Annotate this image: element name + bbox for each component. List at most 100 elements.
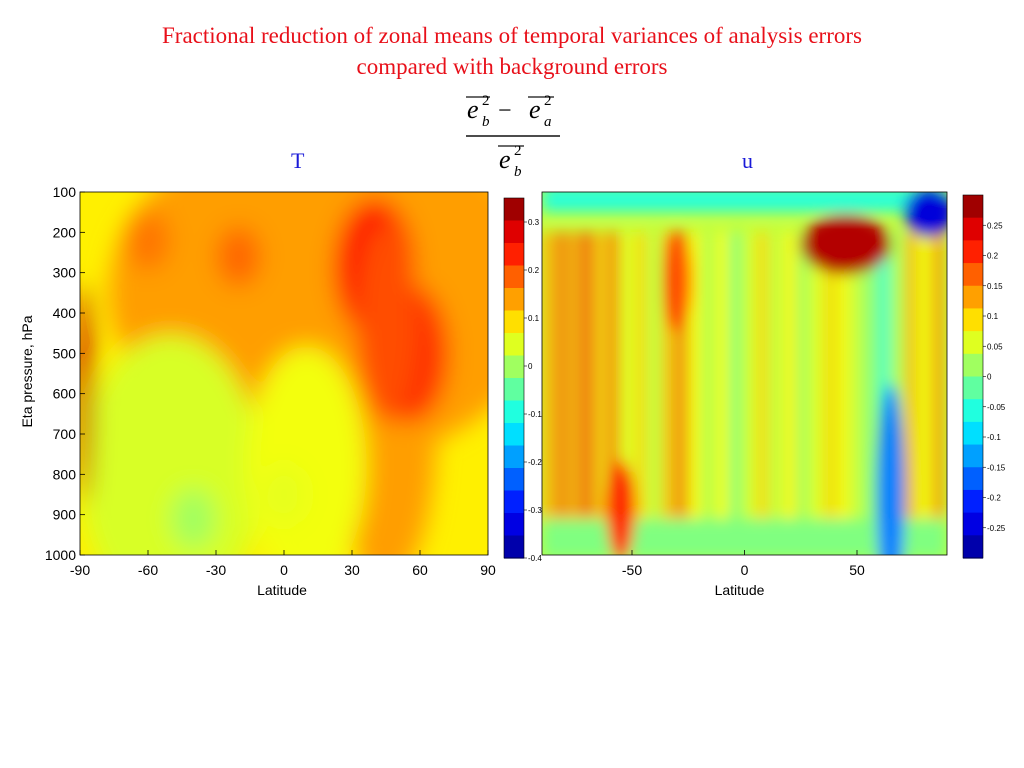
formula-num-right-sub: a bbox=[544, 114, 552, 130]
x-tick-label: 0 bbox=[280, 562, 288, 578]
u-colorbar: 0.25 0.2 0.15 0.1 0.05 0 -0.05 -0.1 -0.15 -0.2 -0.… bbox=[962, 194, 1006, 559]
x-tick-label: -30 bbox=[206, 562, 226, 578]
formula-num-left-sup: 2 bbox=[482, 93, 490, 109]
colorbar-tick-label: -0.1 bbox=[987, 433, 1001, 442]
colorbar-segment bbox=[504, 243, 524, 267]
colorbar-segment bbox=[963, 376, 983, 400]
formula-num-right: e bbox=[529, 95, 541, 124]
colorbar-tick-label: 0 bbox=[987, 373, 992, 382]
y-tick-label: 400 bbox=[53, 305, 77, 321]
colorbar-tick-label: 0 bbox=[528, 362, 533, 371]
colorbar-tick-label: 0.3 bbox=[528, 218, 540, 227]
colorbar-tick-label: -0.4 bbox=[528, 554, 542, 563]
t-heatmap bbox=[80, 192, 488, 555]
x-axis-label: Latitude bbox=[715, 582, 765, 598]
colorbar-segment bbox=[963, 308, 983, 332]
x-tick-label: -60 bbox=[138, 562, 158, 578]
t-blobs bbox=[80, 192, 488, 555]
formula-minus: − bbox=[498, 98, 512, 124]
y-tick-label: 600 bbox=[53, 386, 77, 402]
colorbar-segment bbox=[504, 310, 524, 334]
colorbar-tick-label: 0.25 bbox=[987, 221, 1003, 230]
formula-svg: e 2 b − e 2 a e 2 b bbox=[466, 93, 560, 180]
y-tick-label: 900 bbox=[53, 507, 77, 523]
t-axes: -90 -60 -30 0 30 60 90 Latitude 100 200 300 400 500 6… bbox=[19, 184, 496, 598]
colorbar-tick-label: 0.1 bbox=[987, 312, 999, 321]
u-feature bbox=[606, 460, 635, 555]
formula-den-sub: b bbox=[514, 164, 522, 180]
x-tick-label: 90 bbox=[480, 562, 496, 578]
u-blobs bbox=[542, 192, 947, 555]
colorbar-segment bbox=[963, 285, 983, 310]
x-tick-label: -90 bbox=[70, 562, 90, 578]
formula-den-sup: 2 bbox=[514, 143, 522, 159]
colorbar-segment bbox=[504, 220, 524, 244]
colorbar-segment bbox=[504, 198, 524, 222]
colorbar-segment bbox=[504, 423, 524, 447]
t-colorbar: 0.3 0.2 0.1 0 -0.1 -0.2 -0.3 -0.4 bbox=[503, 197, 542, 563]
colorbar-segment bbox=[504, 468, 524, 492]
y-tick-label: 700 bbox=[53, 426, 77, 442]
u-feature bbox=[876, 384, 905, 555]
colorbar-segment bbox=[504, 490, 524, 514]
x-tick-label: 50 bbox=[849, 562, 865, 578]
colorbar-segment bbox=[963, 489, 983, 514]
colorbar-segment bbox=[504, 535, 524, 559]
x-tick-label: 0 bbox=[741, 562, 749, 578]
colorbar-segment bbox=[963, 399, 983, 423]
colorbar-segment bbox=[963, 467, 983, 491]
x-tick-label: 60 bbox=[412, 562, 428, 578]
formula-den: e bbox=[499, 145, 511, 174]
colorbar-tick-label: 0.2 bbox=[528, 266, 540, 275]
u-feature bbox=[904, 192, 947, 238]
u-feature bbox=[800, 214, 891, 275]
t-feature bbox=[216, 226, 261, 287]
y-tick-label: 800 bbox=[53, 466, 77, 482]
colorbar-tick-label: -0.05 bbox=[987, 403, 1006, 412]
colorbar-segment bbox=[504, 333, 524, 357]
chart-title-line2: compared with background errors bbox=[356, 54, 668, 79]
formula-num-right-sup: 2 bbox=[544, 93, 552, 109]
colorbar-segment bbox=[504, 355, 524, 379]
colorbar-segment bbox=[963, 535, 983, 559]
colorbar-segment bbox=[963, 512, 983, 536]
colorbar-tick-label: 0.1 bbox=[528, 314, 540, 323]
colorbar-segment bbox=[504, 265, 524, 289]
y-tick-label: 200 bbox=[53, 224, 77, 240]
y-tick-label: 300 bbox=[53, 265, 77, 281]
colorbar-segment bbox=[504, 288, 524, 312]
y-tick-label: 1000 bbox=[45, 547, 76, 563]
colorbar-segment bbox=[504, 445, 524, 469]
colorbar-segment bbox=[504, 513, 524, 537]
formula-num-left-sub: b bbox=[482, 114, 490, 130]
formula-num-left: e bbox=[467, 95, 479, 124]
colorbar-tick-label: 0.15 bbox=[987, 282, 1003, 291]
panel-title-u: u bbox=[742, 148, 753, 173]
colorbar-tick-label: -0.1 bbox=[528, 410, 542, 419]
colorbar-tick-label: -0.15 bbox=[987, 463, 1006, 472]
colorbar-segment bbox=[963, 217, 983, 241]
t-feature bbox=[80, 283, 93, 504]
y-tick-label: 100 bbox=[53, 184, 77, 200]
colorbar-segment bbox=[963, 421, 983, 446]
x-tick-label: -50 bbox=[622, 562, 642, 578]
reduction-formula: e 2 b − e 2 a e 2 b bbox=[440, 90, 580, 185]
colorbar-tick-label: -0.2 bbox=[528, 458, 542, 467]
colorbar-segment bbox=[963, 444, 983, 468]
colorbar-segment bbox=[963, 195, 983, 219]
colorbar-tick-label: -0.25 bbox=[987, 524, 1006, 533]
colorbar-segment bbox=[963, 263, 983, 287]
y-tick-label: 500 bbox=[53, 345, 77, 361]
x-tick-label: 30 bbox=[344, 562, 360, 578]
colorbar-segment bbox=[504, 400, 524, 424]
colorbar-segment bbox=[963, 240, 983, 264]
colorbar-tick-label: 0.2 bbox=[987, 252, 999, 261]
chart-title-line1: Fractional reduction of zonal means of t… bbox=[162, 23, 862, 48]
u-feature bbox=[663, 230, 691, 331]
t-feature bbox=[171, 488, 216, 549]
colorbar-segment bbox=[963, 331, 983, 355]
u-axes: -50 0 50 Latitude bbox=[541, 191, 948, 598]
t-feature bbox=[126, 210, 170, 271]
y-axis-label: Eta pressure, hPa bbox=[19, 315, 35, 427]
